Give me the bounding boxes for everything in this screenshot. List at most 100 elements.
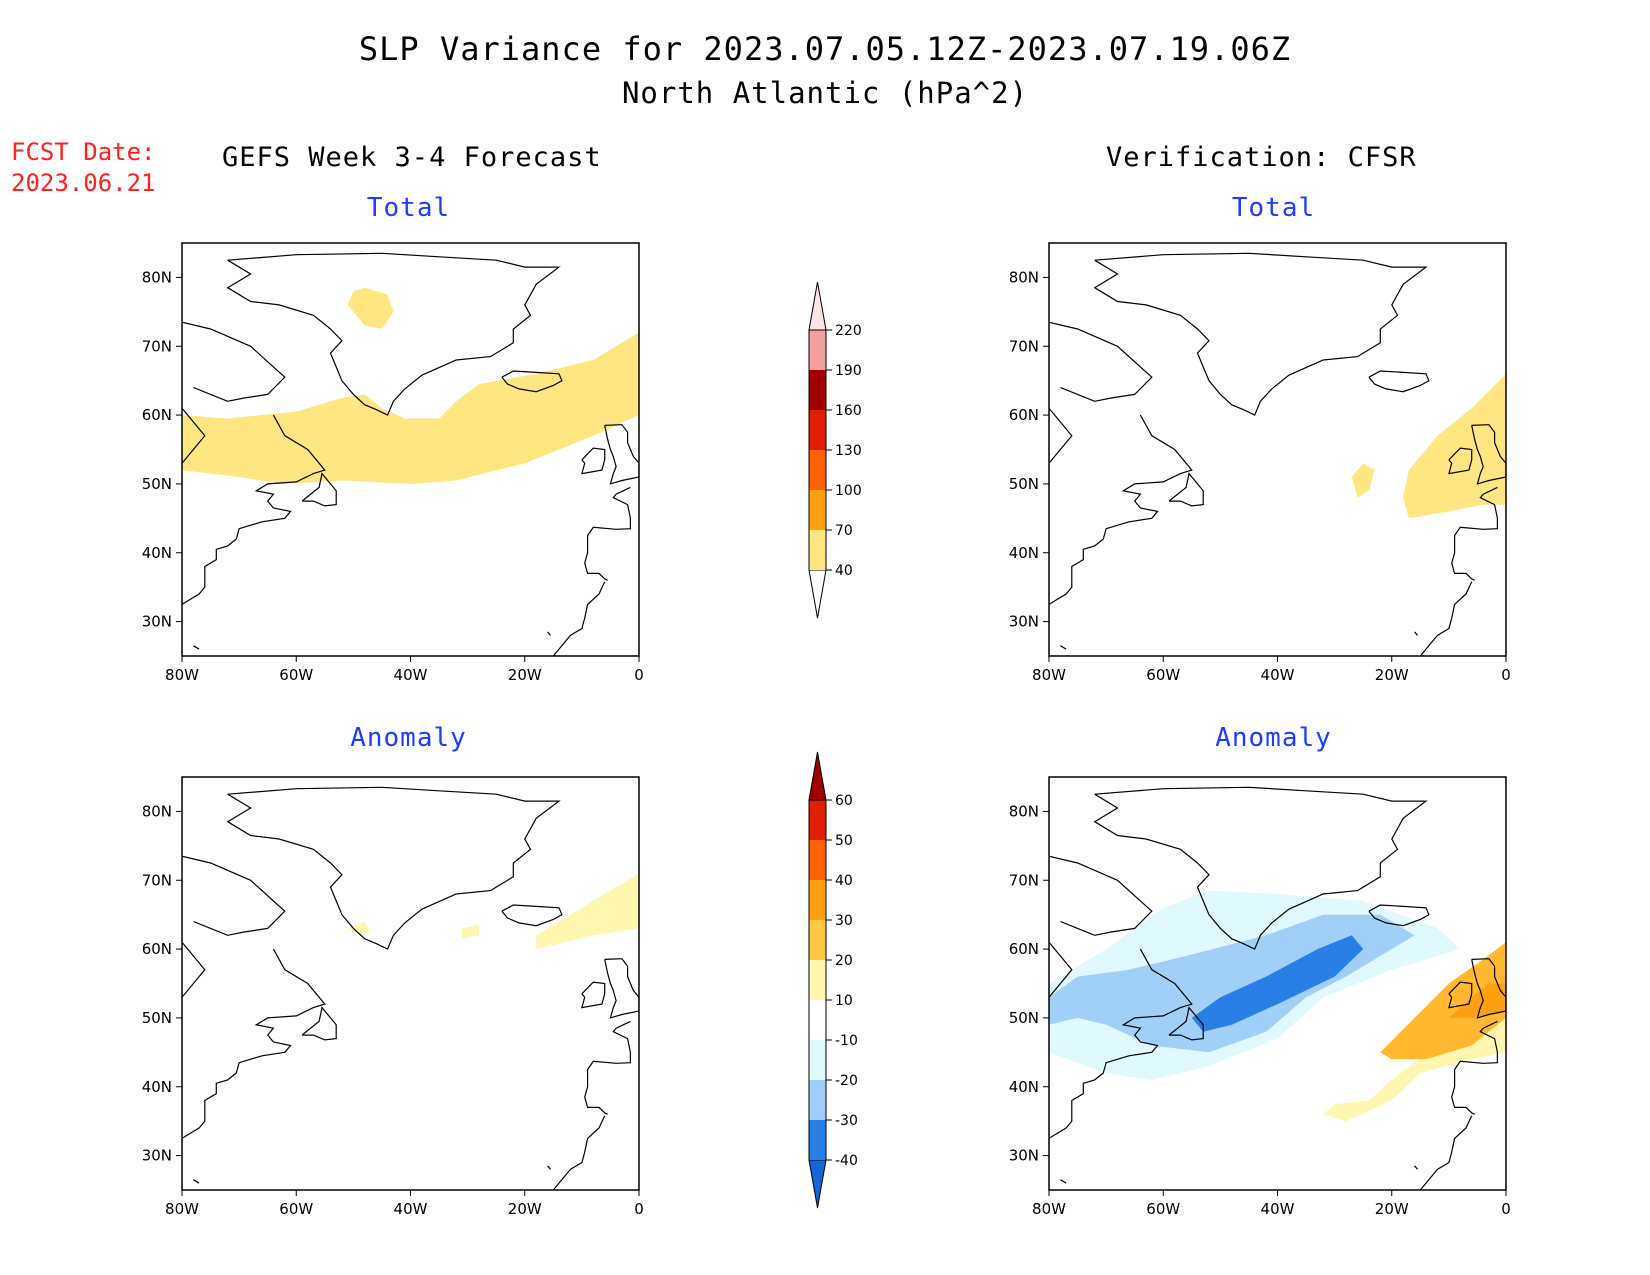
coastline	[1448, 981, 1473, 1009]
shaded-region	[347, 921, 371, 936]
lon-tick-label: 60W	[279, 666, 313, 684]
lat-tick-label: 60N	[1009, 940, 1039, 958]
figure-title: SLP Variance for 2023.07.05.12Z-2023.07.…	[358, 30, 1292, 68]
colorbar-segment	[809, 1000, 826, 1040]
forecast-anomaly-subtitle: Anomaly	[350, 723, 467, 753]
shaded-region	[1403, 373, 1506, 519]
lon-tick-label: 0	[634, 1200, 644, 1218]
colorbar-segment	[809, 410, 826, 450]
lon-tick-label: 20W	[508, 666, 542, 684]
anomaly-colorbar: -40 -30 -20 -10 10 20 30 40 50 60	[808, 751, 858, 1209]
lat-tick-label: 30N	[142, 1147, 172, 1165]
lat-tick-label: 80N	[1009, 802, 1039, 820]
coastline	[1060, 645, 1067, 650]
map-content	[1049, 786, 1506, 1190]
lon-tick-label: 80W	[165, 1200, 199, 1218]
colorbar-segment	[809, 960, 826, 1000]
coastline	[1419, 581, 1473, 656]
colorbar-segment	[809, 450, 826, 490]
lon-tick-label: 80W	[165, 666, 199, 684]
colorbar-label: 190	[835, 363, 862, 379]
lat-tick-label: 50N	[1009, 1009, 1039, 1027]
coastline	[1049, 407, 1073, 464]
colorbar-end	[808, 569, 827, 619]
total-colorbar: 40 70 100 130 160 190 220	[808, 281, 862, 619]
colorbar-label: -40	[835, 1153, 858, 1169]
forecast-anomaly-panel: 80N 70N 60N 50N 40N 30N 80W 60W 40W 20W 0	[142, 776, 644, 1218]
coastline	[182, 855, 286, 936]
lon-tick-label: 40W	[394, 1200, 428, 1218]
verification-anomaly-subtitle: Anomaly	[1215, 723, 1332, 753]
coastline	[1368, 370, 1430, 393]
colorbar-label: 40	[835, 563, 853, 579]
colorbar-segment	[809, 840, 826, 880]
colorbar-label: 60	[835, 793, 853, 809]
colorbar-segment	[809, 1040, 826, 1080]
coastline	[193, 645, 200, 650]
lat-tick-label: 40N	[1009, 1078, 1039, 1096]
verification-total-subtitle: Total	[1231, 193, 1316, 223]
fcst-date-value: 2023.06.21	[11, 169, 156, 197]
shaded-region	[536, 873, 639, 950]
lat-tick-label: 30N	[142, 613, 172, 631]
colorbar-label: 100	[835, 483, 862, 499]
map-content	[1049, 252, 1506, 656]
lon-tick-label: 20W	[1375, 1200, 1409, 1218]
shaded-region	[1351, 463, 1375, 498]
coastline	[501, 904, 563, 927]
lon-tick-label: 0	[634, 666, 644, 684]
colorbar-label: -20	[835, 1073, 858, 1089]
coastline	[584, 1020, 631, 1115]
coastline	[1419, 1115, 1473, 1190]
verification-total-panel: 80N 70N 60N 50N 40N 30N 80W 60W 40W 20W 0	[1009, 242, 1511, 684]
lon-tick-label: 0	[1501, 666, 1511, 684]
lat-tick-label: 60N	[1009, 406, 1039, 424]
coastline	[1049, 855, 1153, 936]
coastline	[604, 424, 639, 485]
lat-tick-label: 70N	[1009, 337, 1039, 355]
fcst-date-label: FCST Date:	[11, 138, 156, 166]
coastline	[226, 786, 561, 950]
shaded-region	[461, 925, 480, 939]
lat-tick-label: 40N	[1009, 544, 1039, 562]
colorbar-segment	[809, 1120, 826, 1160]
map-content	[182, 786, 639, 1190]
colorbar-label: 160	[835, 403, 862, 419]
verification-anomaly-panel: 80N 70N 60N 50N 40N 30N 80W 60W 40W 20W 0	[1009, 776, 1511, 1218]
colorbar-end	[808, 1159, 827, 1209]
lat-tick-label: 70N	[142, 337, 172, 355]
colorbar-label: 30	[835, 913, 853, 929]
coastline	[1049, 941, 1073, 998]
lat-tick-label: 60N	[142, 406, 172, 424]
colorbar-label: -30	[835, 1113, 858, 1129]
lat-tick-label: 30N	[1009, 613, 1039, 631]
lat-tick-label: 60N	[142, 940, 172, 958]
coastline	[1049, 414, 1193, 605]
lon-tick-label: 20W	[1375, 666, 1409, 684]
colorbar-end	[808, 751, 827, 801]
coastline	[193, 1179, 200, 1184]
right-column-title: Verification: CFSR	[1106, 142, 1417, 173]
lat-tick-label: 80N	[1009, 268, 1039, 286]
coastline	[501, 370, 563, 393]
left-column-title: GEFS Week 3-4 Forecast	[222, 142, 602, 173]
coastline	[547, 631, 551, 636]
coastline	[581, 981, 606, 1009]
coastline	[1093, 252, 1428, 416]
lat-tick-label: 50N	[142, 475, 172, 493]
colorbar-segment	[809, 530, 826, 570]
coastline	[1168, 472, 1204, 507]
coastline	[1451, 486, 1498, 581]
shaded-region	[347, 287, 394, 329]
colorbar-label: 70	[835, 523, 853, 539]
lon-tick-label: 80W	[1032, 1200, 1066, 1218]
coastline	[1471, 958, 1506, 1019]
colorbar-label: -10	[835, 1033, 858, 1049]
lon-tick-label: 60W	[279, 1200, 313, 1218]
coastline	[1471, 424, 1506, 485]
coastline	[1368, 904, 1430, 927]
coastline	[584, 486, 631, 581]
colorbar-label: 40	[835, 873, 853, 889]
coastline	[1414, 1165, 1418, 1170]
lon-tick-label: 20W	[508, 1200, 542, 1218]
